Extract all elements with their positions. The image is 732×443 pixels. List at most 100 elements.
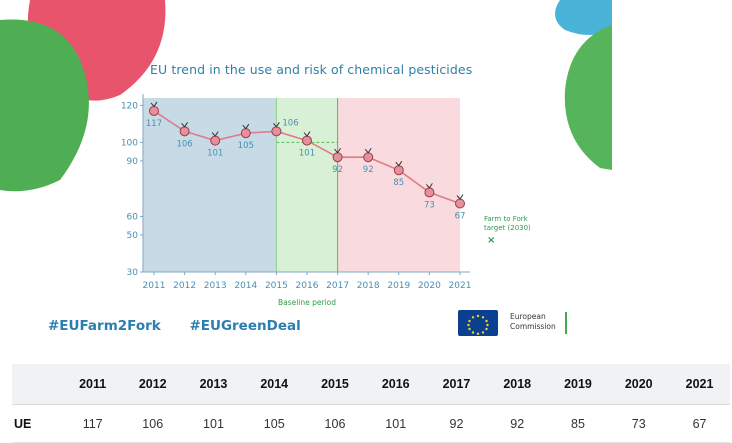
data-label: 92 — [363, 165, 374, 175]
data-label: 105 — [238, 141, 254, 151]
logo-text: European Commission — [510, 312, 556, 332]
baseline-period-label: Baseline period — [278, 298, 336, 307]
data-label: 73 — [424, 200, 435, 210]
data-point — [363, 152, 374, 163]
data-point — [179, 126, 190, 137]
y-tick-label: 120 — [121, 101, 138, 111]
table-cell: 92 — [486, 404, 548, 443]
logo-accent-bar — [565, 312, 567, 334]
table-row-label: UE — [12, 404, 63, 443]
sprout-icon — [395, 160, 403, 167]
chart-series — [149, 101, 465, 209]
x-tick-label: 2013 — [204, 281, 227, 291]
x-tick-label: 2019 — [387, 281, 410, 291]
data-point — [393, 165, 404, 176]
sprout-icon — [242, 123, 250, 130]
data-label: 67 — [455, 212, 466, 222]
data-label: 92 — [332, 165, 343, 175]
data-label: 117 — [146, 119, 162, 129]
x-tick-label: 2011 — [143, 281, 166, 291]
blue-leaf — [555, 0, 612, 35]
sprout-icon — [211, 131, 219, 137]
sprout-icon — [334, 147, 342, 154]
sprout-icon — [456, 194, 464, 200]
line-chart: 30 50 60 90 100 120 2011 2012 2013 2014 2015 2016 20… — [121, 94, 531, 307]
chart-labels: Baseline period 117 106 101 105 106 101 92 92 85 7… — [146, 118, 531, 307]
table-header-cell: 2018 — [486, 364, 548, 405]
y-tick-label: 90 — [127, 157, 139, 167]
data-point — [149, 105, 159, 116]
table-cell: 73 — [608, 404, 670, 443]
data-label: 101 — [299, 149, 315, 159]
x-tick-label: 2016 — [296, 281, 319, 291]
x-tick-label: 2012 — [173, 281, 196, 291]
table-header-cell: 2017 — [426, 364, 487, 405]
decorative-leaves — [0, 0, 612, 192]
table-cell: 105 — [243, 404, 305, 443]
sprout-icon — [150, 101, 158, 108]
data-point — [271, 126, 282, 137]
table-header-row: 2011 2012 2013 2014 2015 2016 2017 2018 … — [12, 364, 730, 405]
data-label: 101 — [207, 149, 223, 159]
table-header-cell: 2020 — [608, 364, 670, 405]
data-table: 2011 2012 2013 2014 2015 2016 2017 2018 … — [12, 364, 730, 443]
sprout-icon — [273, 122, 280, 128]
target-marker: × — [487, 235, 495, 246]
table-header-cell: 2014 — [243, 364, 305, 405]
y-tick-label: 30 — [127, 268, 139, 278]
table-cell: 67 — [669, 404, 730, 443]
table-header-cell: 2015 — [304, 364, 366, 405]
table-cell: 117 — [63, 404, 123, 443]
x-tick-label: 2015 — [265, 281, 288, 291]
logo-line2: Commission — [510, 322, 556, 331]
green-leaf-right — [564, 25, 612, 170]
chart-axes: 30 50 60 90 100 120 2011 2012 2013 2014 2015 2016 20… — [121, 94, 472, 291]
data-point — [424, 187, 435, 198]
y-tick-label: 60 — [127, 212, 139, 222]
table-cell: 92 — [426, 404, 487, 443]
sprout-icon — [426, 183, 433, 189]
hashtag-greendeal[interactable]: #EUGreenDeal — [189, 318, 301, 334]
x-tick-label: 2020 — [418, 281, 441, 291]
band-blue — [143, 98, 277, 272]
european-commission-logo: European Commission — [458, 306, 578, 340]
x-tick-label: 2021 — [449, 281, 472, 291]
data-point — [455, 198, 465, 209]
data-point — [240, 128, 251, 139]
table-header-cell: 2019 — [547, 364, 609, 405]
data-point — [332, 152, 343, 163]
eu-flag-icon — [458, 310, 498, 336]
sprout-icon — [364, 147, 372, 154]
table-header-cell — [12, 364, 63, 405]
hashtags: #EUFarm2Fork #EUGreenDeal — [48, 318, 325, 334]
table-header-cell: 2016 — [365, 364, 427, 405]
table-cell: 85 — [547, 404, 609, 443]
table-cell: 101 — [365, 404, 427, 443]
x-tick-label: 2017 — [326, 281, 349, 291]
hashtag-farm2fork[interactable]: #EUFarm2Fork — [48, 318, 161, 334]
target-label-line2: target (2030) — [484, 224, 531, 232]
table-cell: 101 — [183, 404, 244, 443]
table-header-cell: 2011 — [63, 364, 123, 405]
sprout-icon — [303, 131, 311, 137]
table-header-cell: 2021 — [669, 364, 730, 405]
data-point — [210, 135, 221, 146]
y-tick-label: 50 — [127, 231, 139, 241]
table-header-cell: 2013 — [183, 364, 244, 405]
band-baseline — [276, 98, 338, 272]
green-leaf-left — [0, 19, 89, 192]
data-label: 106 — [176, 139, 192, 149]
y-tick-label: 100 — [121, 138, 138, 148]
band-pink — [337, 98, 460, 272]
data-label: 85 — [393, 178, 404, 188]
table-row: UE 117 106 101 105 106 101 92 92 85 73 6… — [12, 404, 730, 443]
chart-bands — [143, 98, 460, 272]
table-header-cell: 2012 — [122, 364, 184, 405]
data-point — [302, 135, 312, 146]
target-label-line1: Farm to Fork — [484, 215, 529, 223]
table-cell: 106 — [122, 404, 184, 443]
sprout-icon — [181, 122, 189, 128]
chart-title: EU trend in the use and risk of chemical… — [150, 62, 473, 77]
x-tick-label: 2018 — [357, 281, 380, 291]
x-tick-label: 2014 — [234, 281, 257, 291]
